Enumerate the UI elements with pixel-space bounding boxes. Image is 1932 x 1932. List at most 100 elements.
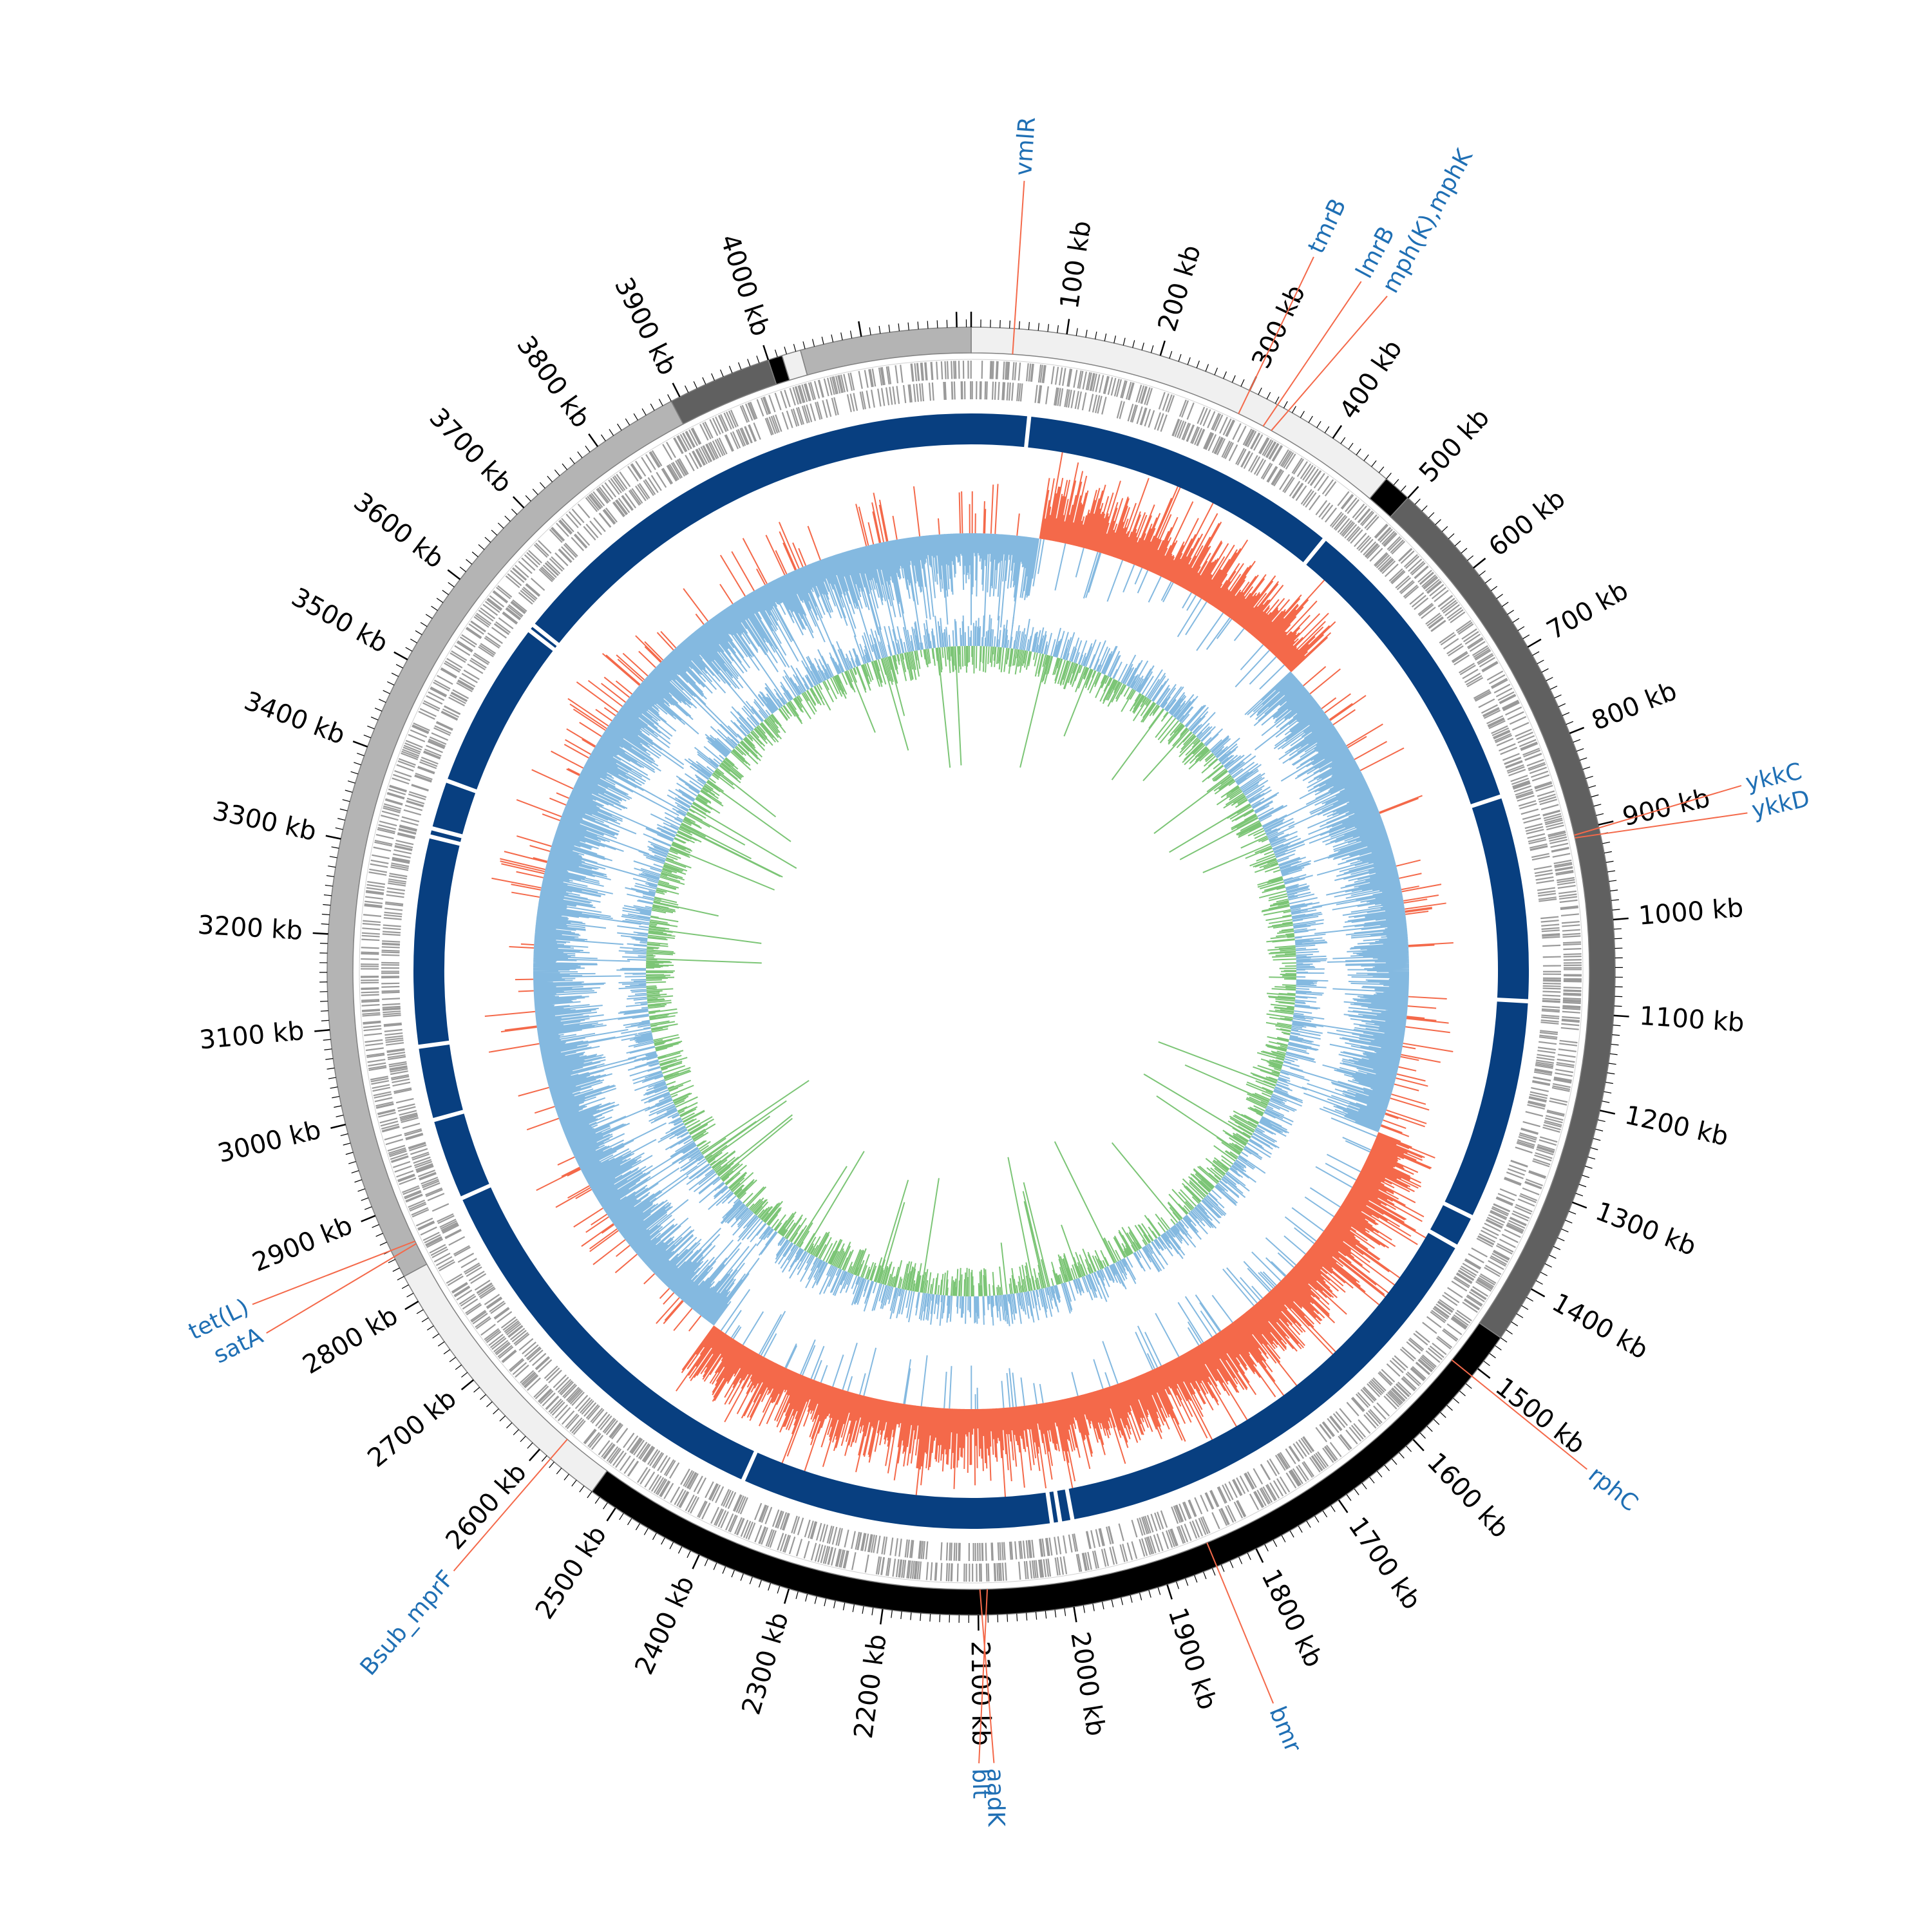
minor-tick [641, 408, 647, 416]
minor-tick [1169, 350, 1173, 359]
minor-tick [685, 385, 689, 393]
gene-label: blt [967, 1768, 994, 1799]
outer-band-segment [403, 1263, 608, 1493]
minor-tick [1369, 1477, 1375, 1484]
minor-tick [1540, 1271, 1548, 1276]
minor-tick [1612, 1034, 1620, 1036]
minor-tick [888, 325, 891, 333]
minor-tick [410, 638, 417, 643]
minor-tick [324, 1048, 332, 1050]
minor-tick [367, 725, 375, 730]
minor-tick [1045, 1611, 1047, 1619]
minor-tick [415, 630, 422, 636]
minor-tick [1597, 1119, 1605, 1122]
minor-tick [1595, 1128, 1604, 1132]
scale-label: 500 kb [1414, 403, 1495, 488]
scale-label: 1500 kb [1490, 1372, 1591, 1460]
minor-tick [587, 1491, 592, 1499]
minor-tick [340, 1133, 348, 1137]
scale-label: 2600 kb [440, 1457, 532, 1555]
minor-tick [1537, 659, 1544, 665]
major-tick [588, 433, 599, 448]
minor-tick [768, 1583, 772, 1591]
minor-tick [1461, 547, 1468, 554]
feature-band-segment [531, 627, 557, 648]
minor-tick [1441, 526, 1448, 533]
minor-tick [1602, 1101, 1610, 1103]
minor-tick [999, 319, 1001, 328]
minor-tick [343, 1142, 351, 1146]
minor-tick [1400, 485, 1406, 492]
minor-tick [802, 341, 806, 349]
minor-tick [421, 1317, 429, 1323]
major-tick [1600, 1110, 1616, 1115]
minor-tick [1522, 634, 1530, 639]
major-tick [1473, 558, 1486, 569]
feature-band-segment [1472, 798, 1529, 999]
minor-tick [1490, 585, 1498, 591]
minor-tick [448, 582, 455, 587]
minor-tick [1157, 1587, 1161, 1595]
minor-tick [1614, 938, 1622, 940]
gene-leader-line [453, 1439, 568, 1571]
minor-tick [332, 1095, 340, 1099]
major-tick [606, 1507, 616, 1522]
minor-tick [449, 1357, 456, 1363]
scale-label: 1200 kb [1622, 1101, 1731, 1152]
minor-tick [351, 1170, 359, 1174]
scale-label: 1300 kb [1591, 1197, 1700, 1262]
feature-band-segment [535, 413, 971, 643]
scale-label: 2000 kb [1065, 1630, 1110, 1738]
minor-tick [1324, 426, 1330, 433]
minor-tick [1612, 909, 1620, 911]
minor-tick [564, 1473, 569, 1481]
scale-label: 2500 kb [530, 1520, 612, 1624]
cds-track-outline [359, 359, 1584, 1584]
minor-tick [1371, 460, 1377, 468]
minor-tick [357, 752, 365, 757]
minor-tick [1274, 396, 1280, 404]
minor-tick [1361, 1482, 1367, 1490]
minor-tick [652, 1533, 657, 1540]
scale-label: 100 kb [1055, 219, 1097, 311]
major-tick [955, 312, 958, 328]
feature-band-segment [1028, 417, 1323, 562]
major-tick [1338, 1499, 1349, 1513]
major-tick [1407, 486, 1419, 498]
minor-tick [1541, 668, 1549, 673]
minor-tick [1440, 1412, 1446, 1418]
minor-tick [1587, 1156, 1596, 1160]
minor-tick [1544, 1263, 1552, 1268]
minor-tick [824, 1598, 827, 1607]
minor-tick [525, 495, 531, 502]
minor-tick [1057, 325, 1059, 334]
major-tick [1569, 726, 1585, 734]
minor-tick [436, 598, 444, 603]
minor-tick [374, 707, 383, 712]
outer-band-segment [799, 327, 972, 376]
minor-tick [1264, 1544, 1269, 1552]
minor-tick [609, 429, 614, 436]
minor-tick [1378, 466, 1385, 473]
minor-tick [1496, 594, 1503, 600]
feature-band-segment [1430, 1205, 1471, 1245]
minor-tick [425, 614, 433, 619]
cds-track [359, 359, 1584, 1584]
minor-tick [426, 1325, 434, 1331]
minor-tick [1591, 794, 1599, 798]
minor-tick [1075, 328, 1078, 336]
minor-tick [1419, 1432, 1426, 1439]
minor-tick [539, 482, 545, 489]
minor-tick [891, 1610, 893, 1618]
minor-tick [749, 1577, 753, 1585]
minor-tick [702, 377, 706, 385]
minor-tick [658, 399, 663, 406]
minor-tick [1489, 1353, 1496, 1359]
minor-tick [1512, 618, 1520, 623]
gc-skew-positive [484, 451, 1454, 1515]
minor-tick [405, 647, 413, 652]
minor-tick [1588, 785, 1596, 788]
minor-tick [1346, 1494, 1352, 1501]
major-tick [762, 345, 770, 361]
minor-tick [1356, 448, 1361, 455]
